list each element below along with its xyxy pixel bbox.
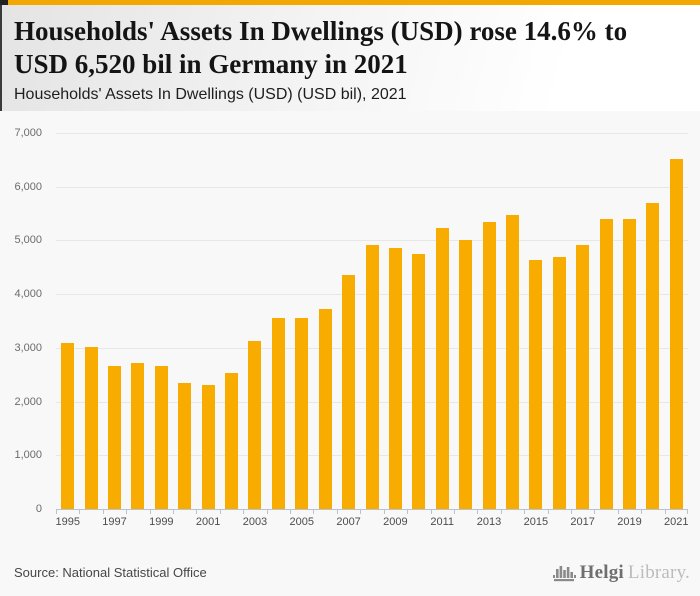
x-axis-label-1995: 1995 [55, 516, 80, 528]
bar-chart-logo-icon [552, 566, 576, 582]
bar-2012 [459, 240, 472, 509]
bar-1999 [155, 366, 168, 509]
x-axis-tick [431, 509, 432, 514]
logo-text-helgi: Helgi [579, 562, 624, 583]
bar-1997 [108, 366, 121, 509]
bar-1996 [85, 347, 98, 509]
x-axis-tick [360, 509, 361, 514]
x-axis-label-2003: 2003 [242, 516, 268, 528]
x-axis-label-2013: 2013 [476, 516, 502, 528]
bar-2006 [319, 309, 332, 509]
x-axis-tick [407, 509, 408, 514]
source-note: Source: National Statistical Office [14, 565, 207, 580]
gridline-6000 [56, 186, 688, 188]
y-axis-label: 3,000 [14, 341, 42, 354]
y-axis-label: 4,000 [14, 288, 42, 301]
x-axis-label-2017: 2017 [570, 516, 595, 528]
bar-2018 [600, 219, 613, 509]
bar-2005 [295, 318, 308, 509]
x-axis-tick [150, 509, 151, 514]
x-axis-tick [267, 509, 268, 514]
y-axis-label: 1,000 [14, 449, 42, 462]
x-axis-tick [220, 509, 221, 514]
x-axis-tick [196, 509, 197, 514]
bar-1998 [131, 363, 144, 509]
y-axis-label: 0 [35, 503, 42, 515]
x-axis-label-2021: 2021 [664, 516, 689, 528]
x-axis-tick [384, 509, 385, 514]
x-axis-label-2015: 2015 [523, 516, 549, 528]
x-axis-tick [524, 509, 525, 514]
x-axis-tick [290, 509, 291, 514]
bar-2003 [248, 341, 261, 509]
bar-2009 [389, 248, 402, 509]
x-axis-label-1999: 1999 [149, 516, 174, 528]
chart-subtitle: Households' Assets In Dwellings (USD) (U… [14, 85, 407, 103]
y-axis-label: 6,000 [14, 180, 42, 193]
x-axis-tick [243, 509, 244, 514]
x-axis-tick [665, 509, 666, 514]
x-axis-label-2007: 2007 [336, 516, 361, 528]
logo-text-library: Library. [627, 562, 690, 583]
gridline-5000 [56, 240, 688, 242]
x-axis-tick [79, 509, 80, 514]
bar-2020 [646, 203, 659, 509]
bar-2014 [506, 215, 519, 509]
x-axis-tick [454, 509, 455, 514]
x-axis-label-2001: 2001 [195, 516, 221, 528]
bar-2002 [225, 373, 238, 509]
y-axis-label: 5,000 [14, 234, 42, 247]
x-axis-tick [477, 509, 478, 514]
bar-2000 [178, 383, 191, 509]
x-axis-label-2011: 2011 [430, 516, 455, 528]
x-axis-label-2005: 2005 [289, 516, 314, 528]
bar-2015 [529, 260, 542, 509]
bar-2021 [670, 159, 683, 509]
x-axis-tick [313, 509, 314, 514]
bar-2010 [412, 254, 425, 509]
bar-2011 [436, 228, 449, 509]
x-axis-tick [173, 509, 174, 514]
bar-2016 [553, 257, 566, 509]
y-axis-label: 2,000 [14, 395, 42, 408]
header: Households' Assets In Dwellings (USD) ro… [0, 5, 700, 111]
x-axis-tick [56, 509, 57, 514]
x-axis-tick [594, 509, 595, 514]
bar-2019 [623, 219, 636, 509]
gridline-7000 [56, 133, 688, 134]
x-axis-tick [548, 509, 549, 514]
x-axis-line [56, 509, 688, 510]
page-title: Households' Assets In Dwellings (USD) ro… [14, 16, 628, 79]
x-axis-tick [641, 509, 642, 514]
bar-2001 [202, 385, 215, 509]
helgi-library-logo[interactable]: Helgi Library. [552, 560, 690, 586]
bar-chart-plot-area: 0 1,000 2,000 3,000 4,000 5,000 6,000 7,000 1995… [14, 127, 688, 528]
x-axis-tick [687, 509, 688, 514]
bar-2007 [342, 275, 355, 509]
bar-2008 [366, 245, 379, 509]
x-axis-label-2019: 2019 [617, 516, 642, 528]
bar-1995 [61, 343, 74, 509]
y-axis-label: 7,000 [14, 127, 42, 139]
x-axis-tick [618, 509, 619, 514]
x-axis-tick [571, 509, 572, 514]
x-axis-label-2009: 2009 [383, 516, 408, 528]
bar-2004 [272, 318, 285, 509]
x-axis-tick [103, 509, 104, 514]
top-accent-bar [0, 0, 700, 5]
bar-2017 [576, 245, 589, 509]
bar-2013 [483, 222, 496, 509]
x-axis-label-1997: 1997 [102, 516, 127, 528]
x-axis-tick [501, 509, 502, 514]
x-axis-tick [337, 509, 338, 514]
x-axis-tick [126, 509, 127, 514]
